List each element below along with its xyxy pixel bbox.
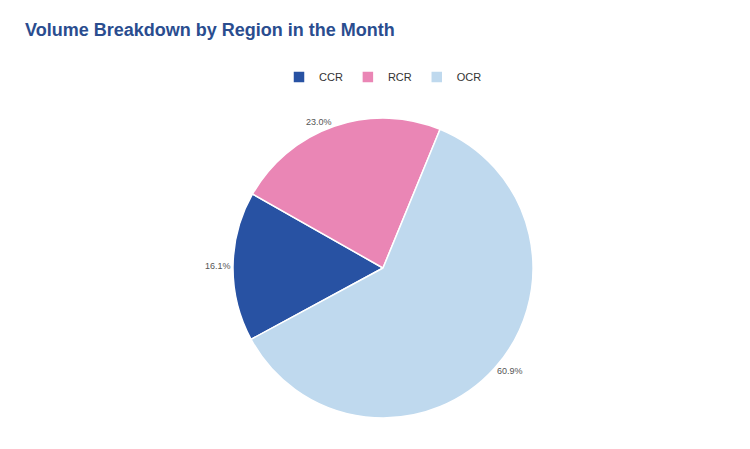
svg-text:60.9%: 60.9% (497, 366, 523, 376)
svg-text:OCR: OCR (457, 71, 482, 83)
svg-text:RCR: RCR (388, 71, 412, 83)
svg-text:CCR: CCR (319, 71, 343, 83)
svg-text:16.1%: 16.1% (205, 261, 231, 271)
svg-text:Volume Breakdown by Region in: Volume Breakdown by Region in the Month (25, 20, 395, 40)
svg-text:23.0%: 23.0% (306, 117, 332, 127)
